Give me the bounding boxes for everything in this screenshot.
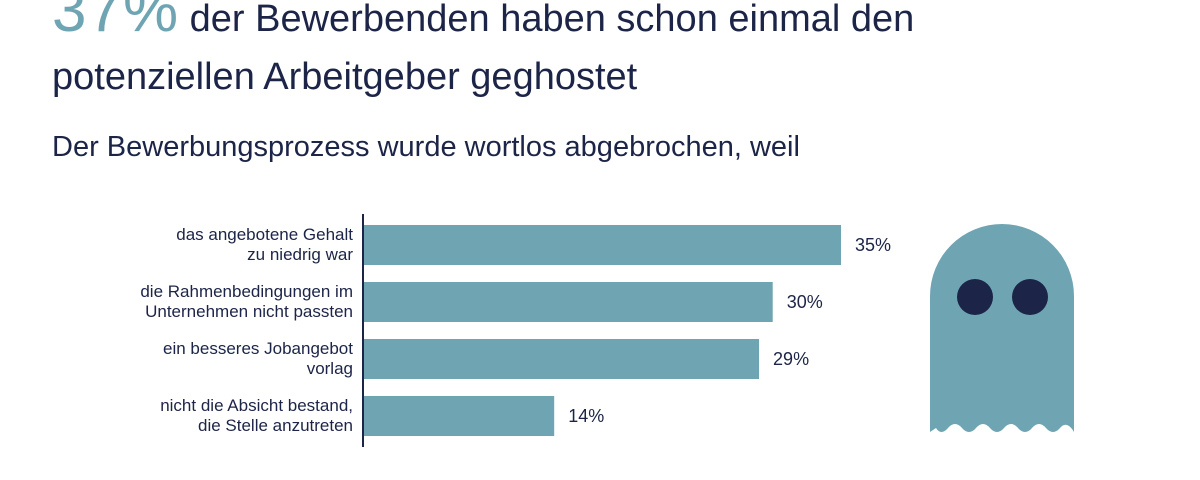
ghost-eye-right bbox=[1012, 279, 1048, 315]
bar-4 bbox=[363, 396, 555, 436]
ghost-eye-left bbox=[957, 279, 993, 315]
category-label-2-line-2: Unternehmen nicht passten bbox=[145, 302, 353, 321]
headline: 37% der Bewerbenden haben schon einmal d… bbox=[52, 0, 1112, 106]
category-label-1-line-2: zu niedrig war bbox=[247, 245, 353, 264]
value-label-3: 29% bbox=[773, 349, 809, 369]
bar-3 bbox=[363, 339, 760, 379]
headline-percent: 37% bbox=[52, 0, 180, 45]
category-label-1-line-1: das angebotene Gehalt bbox=[176, 225, 353, 244]
value-label-1: 35% bbox=[855, 235, 891, 255]
ghost-body bbox=[930, 224, 1074, 432]
bar-2 bbox=[363, 282, 773, 322]
value-label-4: 14% bbox=[568, 406, 604, 426]
category-label-4-line-1: nicht die Absicht bestand, bbox=[160, 396, 353, 415]
category-label-4-line-2: die Stelle anzutreten bbox=[198, 416, 353, 435]
category-label-2-line-1: die Rahmenbedingungen im bbox=[140, 282, 353, 301]
bar-1 bbox=[363, 225, 841, 265]
category-label-3-line-2: vorlag bbox=[307, 359, 353, 378]
value-label-2: 30% bbox=[787, 292, 823, 312]
headline-text: der Bewerbenden haben schon einmal den p… bbox=[52, 0, 915, 98]
chart-subtitle: Der Bewerbungsprozess wurde wortlos abge… bbox=[52, 131, 800, 163]
ghost-icon bbox=[930, 224, 1074, 432]
category-label-3-line-1: ein besseres Jobangebot bbox=[163, 339, 353, 358]
